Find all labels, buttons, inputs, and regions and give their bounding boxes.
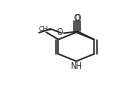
Text: CH₃: CH₃ bbox=[39, 26, 51, 32]
Text: O: O bbox=[57, 28, 63, 37]
Text: NH: NH bbox=[70, 62, 82, 71]
Text: O: O bbox=[73, 14, 79, 23]
Text: O: O bbox=[75, 14, 81, 23]
